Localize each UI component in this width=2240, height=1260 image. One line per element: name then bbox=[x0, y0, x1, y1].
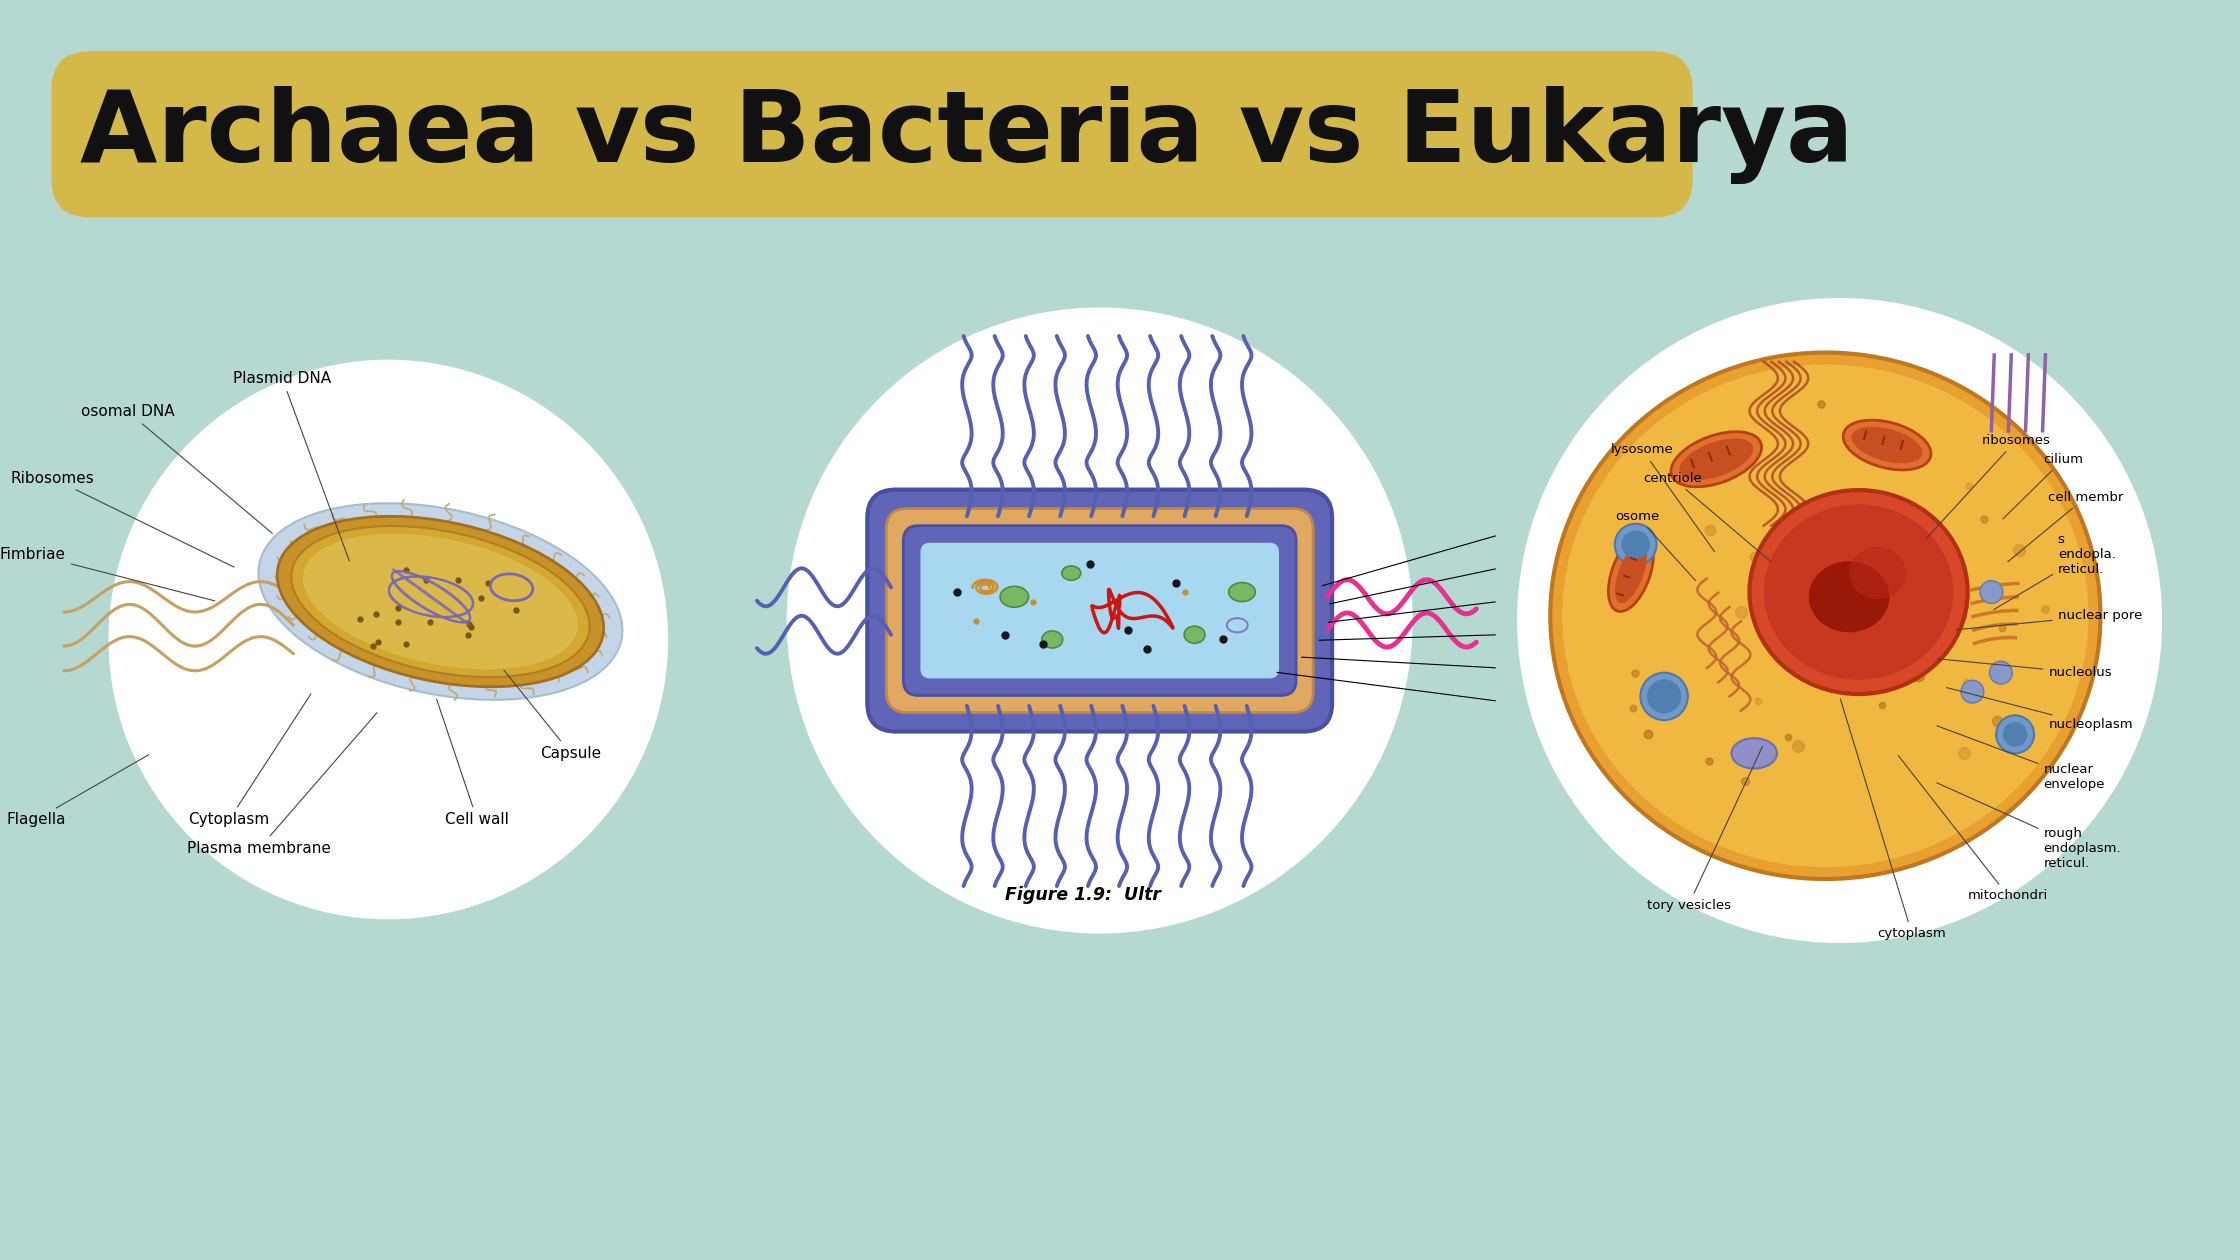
Text: tory vesicles: tory vesicles bbox=[1646, 746, 1763, 911]
Ellipse shape bbox=[1042, 631, 1062, 648]
Text: Cytoplasm: Cytoplasm bbox=[188, 694, 311, 828]
FancyBboxPatch shape bbox=[52, 52, 1693, 218]
Ellipse shape bbox=[1550, 353, 2101, 879]
Circle shape bbox=[1622, 530, 1651, 559]
Text: Flagella: Flagella bbox=[7, 755, 148, 828]
Text: Plasma membrane: Plasma membrane bbox=[188, 713, 376, 856]
Ellipse shape bbox=[1749, 490, 1967, 694]
Circle shape bbox=[1640, 673, 1687, 721]
Text: osomal DNA: osomal DNA bbox=[81, 404, 273, 533]
Ellipse shape bbox=[1852, 427, 1922, 464]
Circle shape bbox=[1516, 299, 2162, 942]
Circle shape bbox=[1996, 716, 2034, 753]
Text: Capsule: Capsule bbox=[504, 670, 600, 761]
Circle shape bbox=[1989, 662, 2012, 684]
Text: Ribosomes: Ribosomes bbox=[11, 471, 233, 567]
Ellipse shape bbox=[278, 517, 603, 687]
Ellipse shape bbox=[999, 586, 1028, 607]
Text: Plasmid DNA: Plasmid DNA bbox=[233, 372, 349, 561]
Ellipse shape bbox=[1608, 534, 1653, 611]
Text: Figure 1.9:  Ultr: Figure 1.9: Ultr bbox=[1006, 886, 1160, 905]
Text: mitochondri: mitochondri bbox=[1897, 756, 2047, 902]
Text: Fimbriae: Fimbriae bbox=[0, 547, 215, 601]
Ellipse shape bbox=[1185, 626, 1205, 644]
Ellipse shape bbox=[1680, 438, 1754, 480]
FancyBboxPatch shape bbox=[887, 509, 1313, 712]
Text: centriole: centriole bbox=[1644, 471, 1772, 562]
Circle shape bbox=[2003, 722, 2027, 747]
Text: Cell wall: Cell wall bbox=[437, 699, 508, 828]
Circle shape bbox=[1980, 581, 2003, 604]
Ellipse shape bbox=[1230, 582, 1254, 601]
FancyBboxPatch shape bbox=[903, 525, 1297, 696]
Circle shape bbox=[1646, 679, 1682, 713]
Text: ribosomes: ribosomes bbox=[1926, 433, 2052, 538]
Text: osome: osome bbox=[1615, 510, 1696, 581]
Ellipse shape bbox=[1848, 547, 1906, 600]
Ellipse shape bbox=[1732, 738, 1776, 769]
Circle shape bbox=[786, 307, 1413, 934]
Text: s
endopla.
reticul.: s endopla. reticul. bbox=[1994, 533, 2115, 610]
FancyBboxPatch shape bbox=[921, 543, 1279, 678]
FancyBboxPatch shape bbox=[867, 490, 1333, 732]
Ellipse shape bbox=[291, 525, 589, 677]
Ellipse shape bbox=[1844, 420, 1931, 470]
Text: nucleoplasm: nucleoplasm bbox=[1947, 688, 2132, 731]
Text: cilium: cilium bbox=[2003, 452, 2083, 519]
Text: nuclear pore: nuclear pore bbox=[1956, 610, 2141, 630]
Text: nuclear
envelope: nuclear envelope bbox=[1938, 726, 2106, 791]
Ellipse shape bbox=[302, 534, 578, 669]
Circle shape bbox=[1960, 680, 1985, 703]
Text: nucleolus: nucleolus bbox=[1938, 659, 2112, 679]
Text: cytoplasm: cytoplasm bbox=[1841, 699, 1947, 940]
Ellipse shape bbox=[1062, 566, 1080, 580]
Ellipse shape bbox=[1763, 504, 1953, 680]
Ellipse shape bbox=[1561, 364, 2088, 867]
Circle shape bbox=[1615, 524, 1658, 566]
Text: cell membr: cell membr bbox=[2007, 490, 2124, 562]
Ellipse shape bbox=[1615, 543, 1646, 604]
Ellipse shape bbox=[258, 503, 623, 699]
Text: rough
endoplasm.
reticul.: rough endoplasm. reticul. bbox=[1938, 782, 2121, 869]
Text: lysosome: lysosome bbox=[1611, 444, 1714, 552]
Ellipse shape bbox=[1808, 561, 1888, 633]
Text: Archaea vs Bacteria vs Eukarya: Archaea vs Bacteria vs Eukarya bbox=[81, 86, 1855, 184]
Circle shape bbox=[108, 359, 668, 920]
Ellipse shape bbox=[1671, 432, 1761, 486]
